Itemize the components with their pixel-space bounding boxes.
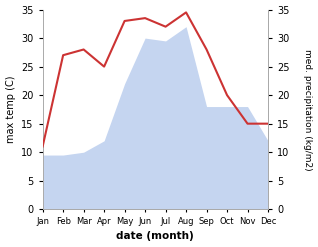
Y-axis label: med. precipitation (kg/m2): med. precipitation (kg/m2) [303,49,313,170]
Y-axis label: max temp (C): max temp (C) [5,76,16,143]
X-axis label: date (month): date (month) [116,231,194,242]
